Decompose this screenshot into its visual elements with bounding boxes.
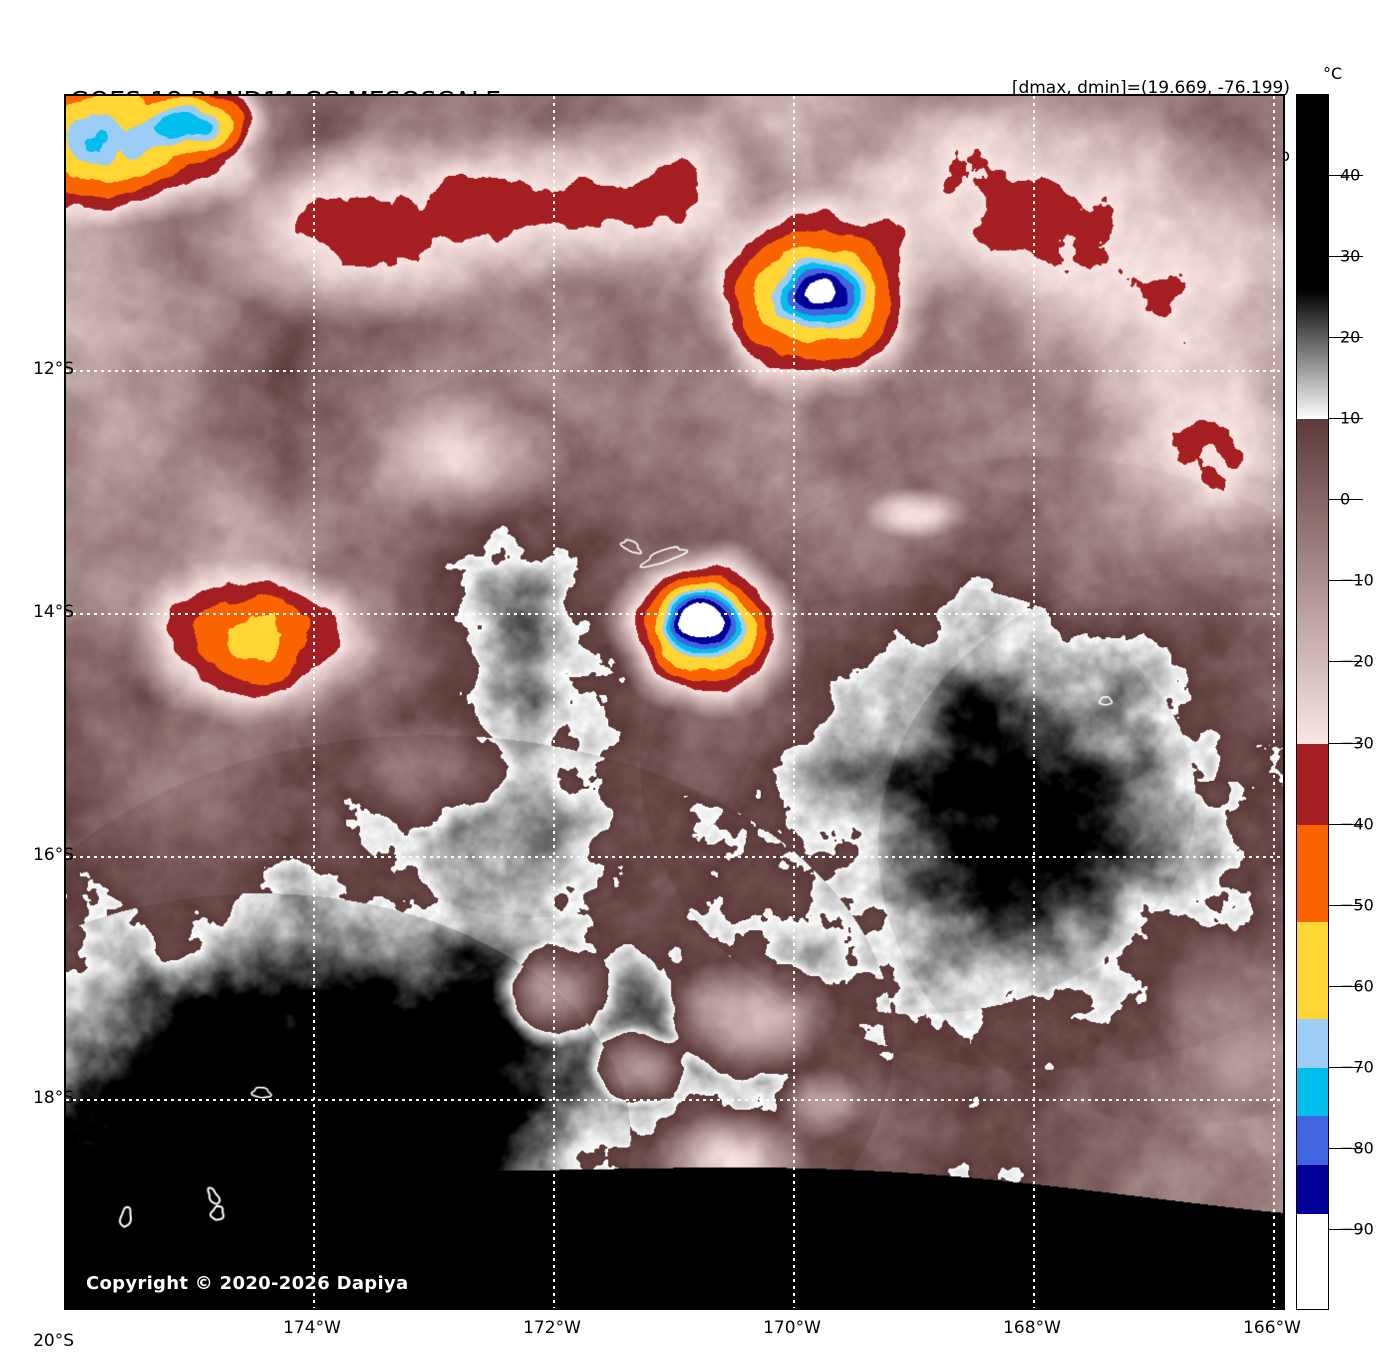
colorbar-segment — [1297, 1165, 1328, 1214]
colorbar-segment — [1297, 824, 1328, 922]
xtick-label: 172°W — [523, 1318, 581, 1338]
colorbar-tick-label: −40 — [1340, 814, 1374, 834]
ytick-label: 14°S — [33, 602, 74, 622]
xtick-label: 174°W — [283, 1318, 341, 1338]
colorbar-tick-label: −80 — [1340, 1138, 1374, 1158]
colorbar-segment — [1297, 921, 1328, 1020]
ytick-label: 20°S — [33, 1331, 74, 1351]
colorbar-tick-mark — [1329, 742, 1363, 744]
satellite-imagery-canvas — [66, 96, 1283, 1308]
data-range-label: [dmax, dmin]=(19.669, -76.199) — [1011, 78, 1290, 99]
satellite-map[interactable]: Copyright © 2020-2026 Dapiya — [64, 94, 1285, 1310]
colorbar-tick-label: −50 — [1340, 895, 1374, 915]
colorbar-tick-mark — [1329, 823, 1363, 825]
colorbar-tick-mark — [1329, 256, 1363, 258]
colorbar-tick-label: −60 — [1340, 976, 1374, 996]
colorbar-tick-label: 30 — [1340, 246, 1361, 266]
colorbar-segment — [1297, 1116, 1328, 1166]
colorbar-tick-mark — [1329, 499, 1363, 501]
colorbar-segment — [1297, 1067, 1328, 1117]
colorbar-segment — [1297, 419, 1328, 744]
xtick-label: 166°W — [1243, 1318, 1301, 1338]
colorbar-tick-label: 0 — [1340, 489, 1351, 509]
colorbar-tick-label: −90 — [1340, 1219, 1374, 1239]
colorbar-tick-mark — [1329, 418, 1363, 420]
colorbar-tick-mark — [1329, 1066, 1363, 1068]
colorbar-tick-mark — [1329, 985, 1363, 987]
colorbar-tick-mark — [1329, 661, 1363, 663]
colorbar-tick-label: −70 — [1340, 1057, 1374, 1077]
copyright-label: Copyright © 2020-2026 Dapiya — [86, 1273, 409, 1294]
colorbar-tick-mark — [1329, 904, 1363, 906]
colorbar-tick-label: 10 — [1340, 408, 1361, 428]
xtick-label: 168°W — [1003, 1318, 1061, 1338]
colorbar-segment — [1297, 95, 1328, 290]
colorbar-tick-label: 40 — [1340, 165, 1361, 185]
colorbar-unit-label: °C — [1323, 64, 1343, 83]
colorbar-tick-mark — [1329, 1147, 1363, 1149]
colorbar-tick-label: −10 — [1340, 570, 1374, 590]
colorbar-tick-label: −20 — [1340, 651, 1374, 671]
colorbar-tick-mark — [1329, 580, 1363, 582]
colorbar-tick-label: −30 — [1340, 733, 1374, 753]
ytick-label: 18°S — [33, 1088, 74, 1108]
header: GOES-18 BAND14-CC MESOSCALE Time: 2026/0… — [0, 0, 1388, 213]
colorbar-segment — [1297, 743, 1328, 825]
colorbar-segment — [1297, 1019, 1328, 1068]
ytick-label: 12°S — [33, 359, 74, 379]
colorbar-tick-mark — [1329, 175, 1363, 177]
colorbar-segment — [1297, 289, 1328, 420]
ytick-label: 16°S — [33, 845, 74, 865]
colorbar-tick-label: 20 — [1340, 327, 1361, 347]
colorbar-tick-mark — [1329, 1228, 1363, 1230]
colorbar-tick-mark — [1329, 337, 1363, 339]
xtick-label: 170°W — [763, 1318, 821, 1338]
temperature-colorbar[interactable] — [1296, 94, 1329, 1310]
colorbar-segment — [1297, 1213, 1328, 1309]
